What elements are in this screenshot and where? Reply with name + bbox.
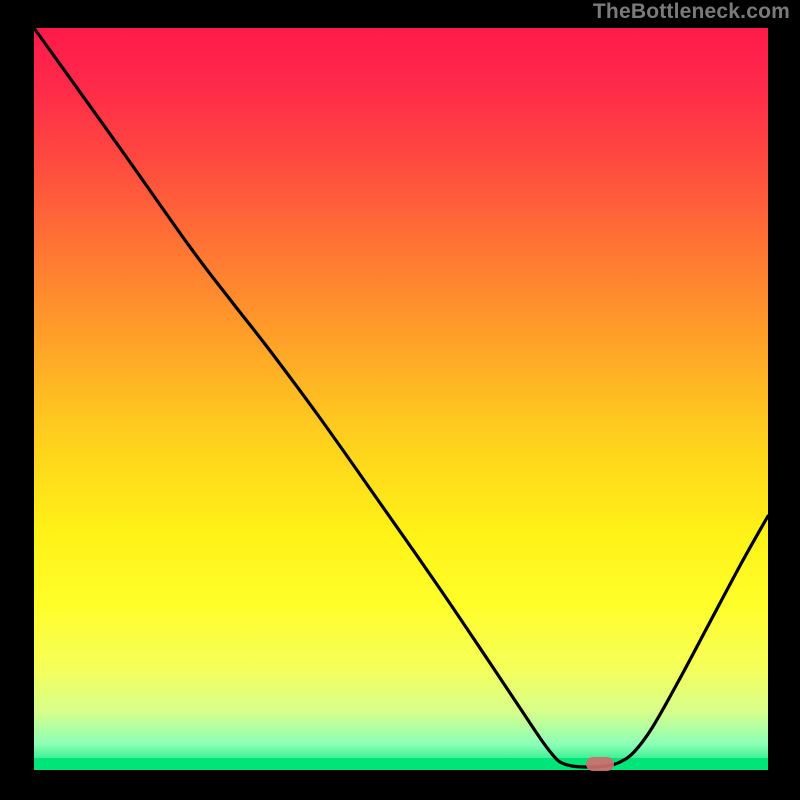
bottleneck-curve xyxy=(0,0,800,800)
optimal-point-marker xyxy=(586,757,614,771)
chart-stage: { "meta": { "watermark_text": "TheBottle… xyxy=(0,0,800,800)
watermark-text: TheBottleneck.com xyxy=(593,0,790,24)
